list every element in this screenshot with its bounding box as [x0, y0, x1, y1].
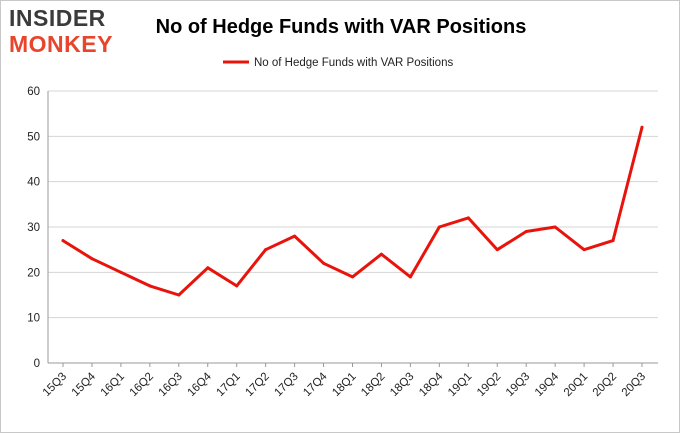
insider-monkey-logo: INSIDER MONKEY: [9, 7, 129, 56]
y-tick-label: 20: [27, 267, 40, 279]
y-tick-label: 0: [34, 358, 40, 370]
y-tick-label: 30: [27, 222, 40, 234]
data-point: [235, 284, 239, 288]
x-tick-label: 18Q1: [330, 371, 358, 399]
x-tick-label: 20Q3: [620, 371, 648, 399]
data-point: [408, 275, 412, 279]
x-axis: 15Q3 15Q4 16Q1 16Q2 16Q3 16Q4 17Q1 17Q2 17Q3 17Q4…: [41, 362, 658, 399]
series-line: [61, 125, 644, 297]
y-axis: 0 10 20 30 40 50 60: [27, 86, 49, 370]
y-tick-label: 50: [27, 131, 40, 143]
x-tick-label: 16Q2: [128, 371, 156, 399]
data-point: [148, 284, 152, 288]
data-point: [495, 248, 499, 252]
x-tick-label: 18Q4: [417, 370, 446, 399]
data-point: [90, 257, 94, 261]
data-point: [322, 261, 326, 265]
y-tick-label: 40: [27, 177, 40, 189]
data-point: [177, 293, 181, 297]
data-point: [119, 270, 123, 274]
x-tick-label: 19Q2: [475, 371, 503, 399]
data-point: [379, 252, 383, 256]
x-tick-label: 19Q1: [446, 371, 474, 399]
legend: No of Hedge Funds with VAR Positions: [223, 57, 453, 69]
data-point: [293, 234, 297, 238]
x-tick-label: 18Q2: [359, 371, 387, 399]
data-point: [351, 275, 354, 279]
data-point: [61, 239, 65, 243]
data-point: [582, 248, 586, 252]
x-tick-label: 17Q2: [243, 371, 271, 399]
logo-text-top: INSIDER: [9, 5, 106, 31]
y-tick-label: 10: [27, 313, 40, 325]
x-tick-label: 18Q3: [388, 371, 416, 399]
data-point: [437, 225, 441, 229]
data-point: [206, 266, 210, 270]
x-tick-label: 19Q4: [533, 370, 562, 399]
x-tick-label: 17Q3: [272, 371, 300, 399]
x-tick-label: 20Q1: [562, 371, 590, 399]
x-tick-label: 17Q4: [301, 370, 330, 399]
grid-lines: [48, 90, 658, 364]
data-point: [611, 239, 615, 243]
x-tick-label: 15Q3: [41, 371, 69, 399]
y-tick-label: 60: [27, 86, 40, 98]
data-point: [524, 230, 528, 234]
x-tick-label: 15Q4: [70, 370, 99, 399]
data-point: [466, 216, 470, 220]
x-tick-label: 16Q1: [99, 371, 127, 399]
x-tick-label: 20Q2: [591, 371, 619, 399]
x-tick-label: 16Q4: [185, 370, 214, 399]
data-point: [640, 125, 644, 129]
data-point: [264, 248, 268, 252]
x-tick-label: 17Q1: [214, 371, 242, 399]
legend-label: No of Hedge Funds with VAR Positions: [254, 57, 453, 69]
series-group: [61, 125, 644, 297]
data-point: [553, 225, 557, 229]
logo-text-bottom: MONKEY: [9, 31, 113, 57]
chart-title: No of Hedge Funds with VAR Positions: [155, 16, 527, 38]
x-tick-label: 16Q3: [157, 371, 185, 399]
x-tick-label: 19Q3: [504, 371, 532, 399]
